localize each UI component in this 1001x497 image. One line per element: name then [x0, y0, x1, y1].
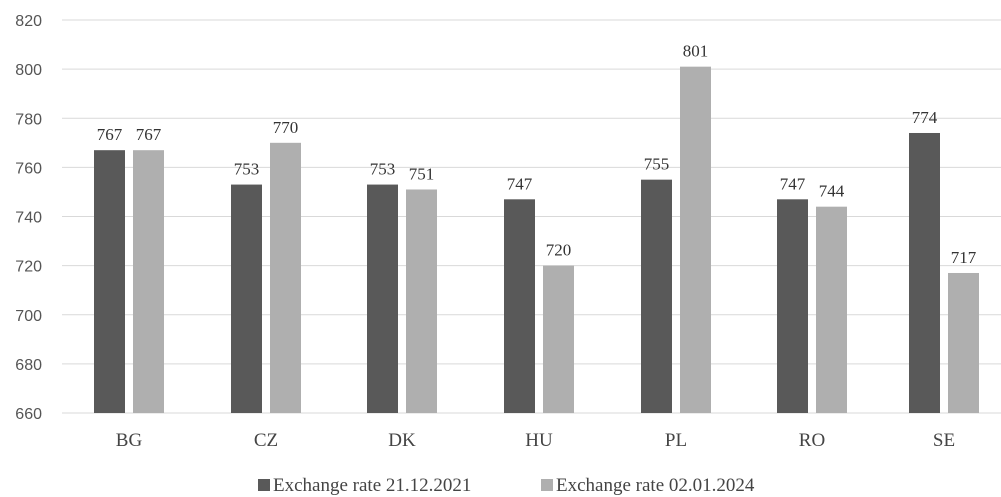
bar-series2: [543, 265, 574, 413]
bar-series2: [948, 272, 979, 413]
x-category-label: RO: [799, 430, 825, 451]
legend-label: Exchange rate 21.12.2021: [273, 475, 471, 496]
data-label: 801: [683, 42, 709, 61]
bar-series2: [680, 66, 711, 413]
x-axis-categories: BG CZ DK HU PL RO SE: [116, 430, 955, 451]
data-labels: 767 767 753 770 753 751 747 720 755 801 747 744 774 7…: [97, 42, 977, 267]
data-label: 774: [912, 108, 938, 127]
data-label: 717: [951, 248, 977, 267]
x-category-label: HU: [525, 430, 553, 451]
bar-series1: [504, 199, 535, 413]
data-label: 767: [97, 125, 123, 144]
data-label: 753: [370, 160, 396, 179]
y-tick-label: 680: [15, 357, 42, 374]
x-category-label: DK: [388, 430, 416, 451]
bar-series1: [777, 199, 808, 413]
y-tick-label: 700: [15, 308, 42, 325]
bars: [94, 66, 979, 414]
data-label: 720: [546, 241, 572, 260]
x-category-label: CZ: [254, 430, 278, 451]
bar-series1: [367, 184, 398, 413]
data-label: 747: [780, 174, 806, 193]
bar-series2: [816, 206, 847, 413]
legend-swatch: [258, 479, 270, 491]
data-label: 770: [273, 118, 299, 137]
y-tick-label: 740: [15, 210, 42, 227]
data-label: 753: [234, 160, 260, 179]
data-label: 755: [644, 155, 670, 174]
bar-series1: [231, 184, 262, 413]
legend-label: Exchange rate 02.01.2024: [556, 475, 755, 496]
bar-series2: [406, 189, 437, 413]
y-axis-ticks: 660 680 700 720 740 760 780 800 820: [15, 13, 42, 423]
y-tick-label: 780: [15, 111, 42, 128]
x-category-label: BG: [116, 430, 143, 451]
legend-swatch: [541, 479, 553, 491]
data-label: 767: [136, 125, 162, 144]
legend: Exchange rate 21.12.2021 Exchange rate 02…: [258, 475, 755, 496]
y-tick-label: 800: [15, 62, 42, 79]
y-tick-label: 720: [15, 259, 42, 276]
y-tick-label: 820: [15, 13, 42, 30]
bar-series2: [133, 150, 164, 413]
bar-series2: [270, 142, 301, 413]
y-tick-label: 660: [15, 406, 42, 423]
data-label: 751: [409, 164, 435, 183]
y-tick-label: 760: [15, 160, 42, 177]
bar-series1: [641, 179, 672, 413]
x-category-label: PL: [665, 430, 687, 451]
bar-series1: [94, 150, 125, 413]
data-label: 747: [507, 174, 533, 193]
bar-series1: [909, 132, 940, 414]
data-label: 744: [819, 182, 845, 201]
x-category-label: SE: [933, 430, 955, 451]
